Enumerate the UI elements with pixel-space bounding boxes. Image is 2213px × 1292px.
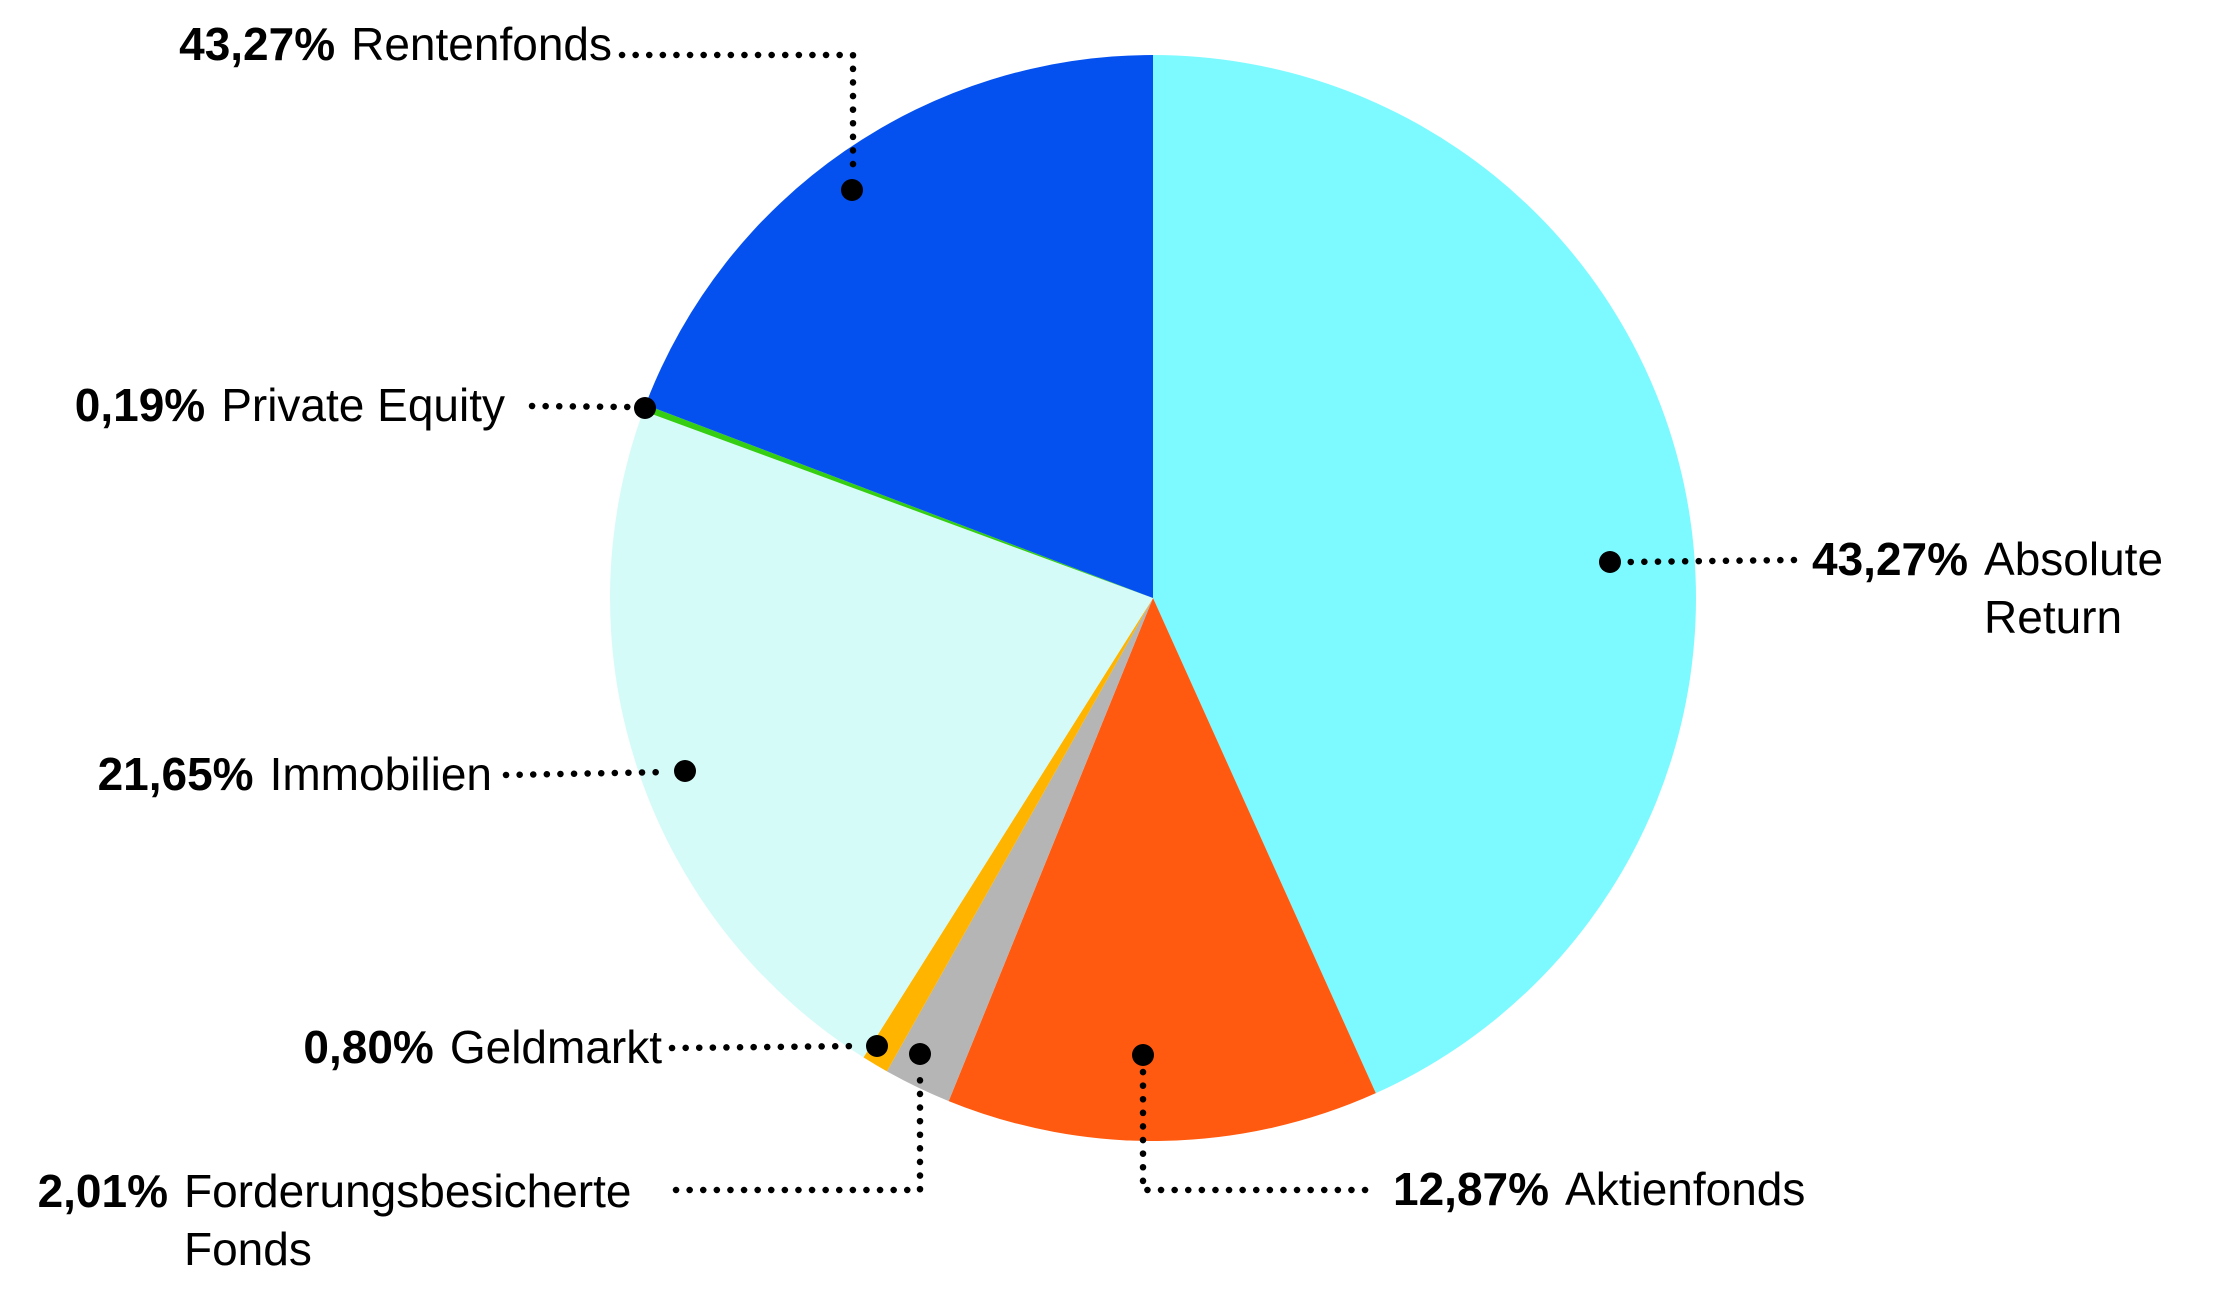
- anchor-dot-geldmarkt: [866, 1035, 888, 1057]
- label-immobilien-percent: 21,65%: [97, 748, 254, 800]
- label-absolute-return-name: Absolute Return: [1984, 533, 2164, 643]
- anchor-dot-absolute-return: [1599, 551, 1621, 573]
- anchor-dot-forderungsbesicherte-fonds: [909, 1043, 931, 1065]
- label-geldmarkt-name: Geldmarkt: [449, 1021, 662, 1073]
- pie-slice-immobilien: [610, 410, 1153, 1058]
- label-rentenfonds-percent: 43,27%: [179, 18, 336, 70]
- label-forderungsbesicherte-fonds-percent: 2,01%: [37, 1165, 168, 1217]
- label-aktienfonds: 12,87% Aktienfonds: [1393, 1161, 1805, 1219]
- leader-line-aktienfonds: [1139, 1068, 1382, 1194]
- label-geldmarkt-percent: 0,80%: [303, 1021, 434, 1073]
- label-rentenfonds-name: Rentenfonds: [351, 18, 612, 70]
- pie-slice-forderungsbesicherte-fonds: [886, 598, 1153, 1102]
- label-forderungsbesicherte-fonds: 2,01% Forderungsbesicherte Fonds: [38, 1163, 664, 1278]
- label-private-equity-percent: 0,19%: [74, 379, 206, 431]
- leader-line-geldmarkt: [668, 1042, 865, 1052]
- label-immobilien: 21,65% Immobilien: [98, 746, 492, 804]
- leader-line-absolute-return: [1622, 556, 1798, 566]
- anchor-dot-rentenfonds: [841, 179, 863, 201]
- label-aktienfonds-percent: 12,87%: [1393, 1163, 1550, 1215]
- anchor-dot-aktienfonds: [1132, 1044, 1154, 1066]
- leader-line-forderungsbesicherte-fonds: [672, 1068, 924, 1194]
- anchor-dot-private-equity: [634, 397, 656, 419]
- pie-slice-absolute-return: [1153, 55, 1696, 1094]
- leader-line-rentenfonds: [618, 51, 857, 176]
- leader-line-immobilien: [502, 768, 673, 779]
- leader-line-private-equity: [528, 402, 635, 411]
- label-immobilien-name: Immobilien: [269, 748, 492, 800]
- label-forderungsbesicherte-fonds-name: Forderungsbesicherte Fonds: [184, 1165, 632, 1275]
- label-private-equity-name: Private Equity: [221, 379, 505, 431]
- label-absolute-return-percent: 43,27%: [1812, 533, 1969, 585]
- label-aktienfonds-name: Aktienfonds: [1565, 1163, 1806, 1215]
- pie-slice-private-equity: [643, 404, 1153, 598]
- label-geldmarkt: 0,80% Geldmarkt: [303, 1019, 662, 1077]
- label-private-equity: 0,19% Private Equity: [75, 377, 505, 435]
- label-rentenfonds: 43,27% Rentenfonds: [179, 16, 612, 74]
- pie-slice-rentenfonds: [645, 55, 1153, 598]
- pie-slice-geldmarkt: [863, 598, 1153, 1072]
- anchor-dot-immobilien: [674, 760, 696, 782]
- pie-slice-aktienfonds: [948, 598, 1376, 1141]
- label-absolute-return: 43,27% Absolute Return: [1812, 531, 2213, 646]
